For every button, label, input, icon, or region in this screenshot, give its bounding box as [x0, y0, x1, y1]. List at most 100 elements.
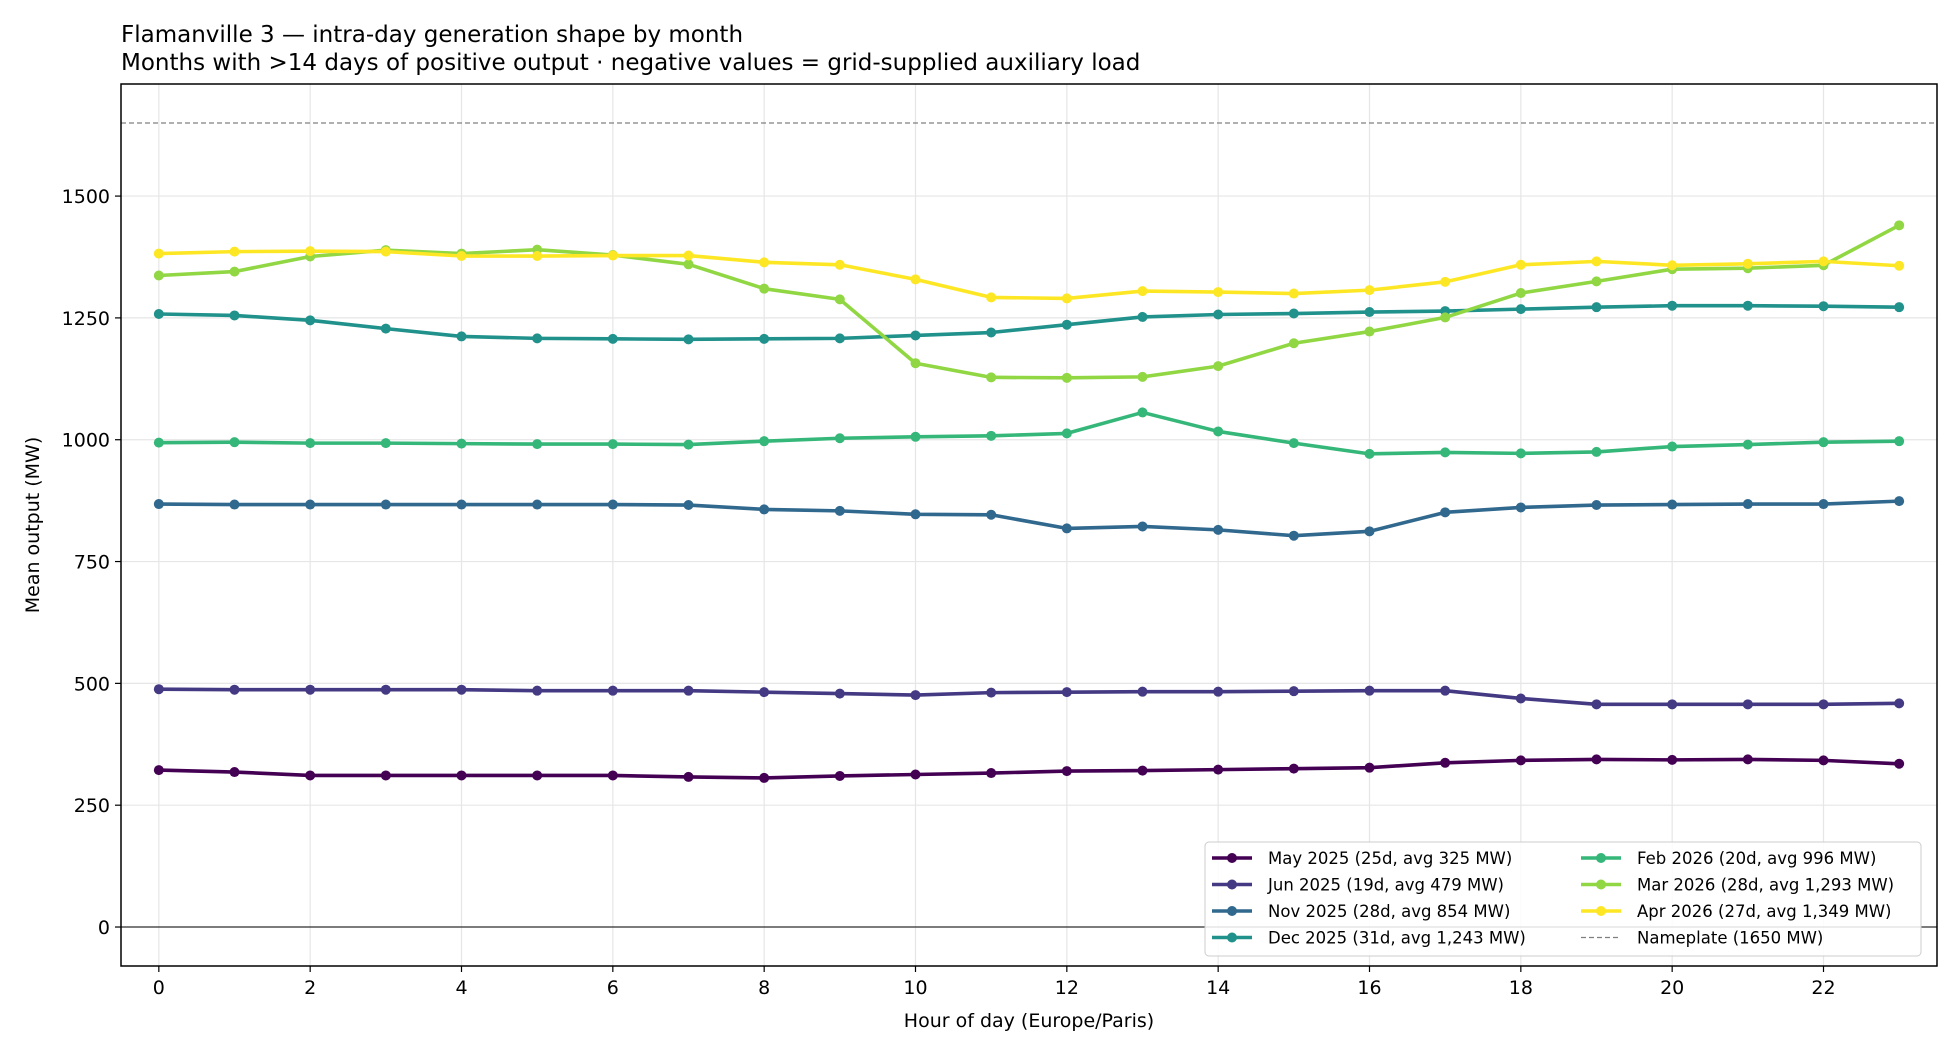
x-tick-label: 22 — [1811, 977, 1835, 999]
data-point — [986, 768, 997, 779]
data-point — [1364, 307, 1375, 318]
data-point — [1894, 302, 1905, 313]
data-point — [986, 430, 997, 441]
data-point — [986, 509, 997, 520]
series-5 — [153, 220, 1905, 383]
data-point — [683, 250, 694, 261]
data-point — [1137, 686, 1148, 697]
data-point — [380, 323, 391, 334]
data-point — [1667, 699, 1678, 710]
y-tick-label: 1000 — [62, 430, 110, 452]
data-point — [834, 259, 845, 270]
data-point — [683, 439, 694, 450]
data-point — [1440, 447, 1451, 458]
data-point — [532, 439, 543, 450]
legend-box — [1204, 841, 1922, 957]
data-point — [1818, 699, 1829, 710]
data-point — [1591, 256, 1602, 267]
data-point — [1818, 499, 1829, 510]
data-point — [834, 505, 845, 516]
data-point — [759, 436, 770, 447]
x-tick-label: 10 — [903, 977, 927, 999]
data-point — [1137, 765, 1148, 776]
legend: May 2025 (25d, avg 325 MW) Jun 2025 (19d,… — [1204, 841, 1922, 957]
x-tick-label: 14 — [1206, 977, 1230, 999]
x-tick-label: 2 — [304, 977, 316, 999]
x-tick-label: 12 — [1055, 977, 1079, 999]
legend-label: Jun 2025 (19d, avg 479 MW) — [1267, 876, 1504, 895]
data-point — [1591, 500, 1602, 511]
data-point — [1288, 308, 1299, 319]
data-point — [1061, 293, 1072, 304]
data-point — [305, 315, 316, 326]
data-point — [1440, 757, 1451, 768]
data-point — [1894, 758, 1905, 769]
data-point — [1288, 338, 1299, 349]
data-point — [1288, 530, 1299, 541]
data-point — [759, 504, 770, 515]
chart-title: Flamanville 3 — intra-day generation sha… — [121, 22, 743, 48]
data-point — [1894, 496, 1905, 507]
data-point — [305, 770, 316, 781]
data-point — [1667, 260, 1678, 271]
data-point — [532, 333, 543, 344]
data-point — [683, 334, 694, 345]
data-point — [1515, 288, 1526, 299]
data-point — [910, 690, 921, 701]
data-point — [1742, 699, 1753, 710]
x-axis-label: Hour of day (Europe/Paris) — [904, 1010, 1154, 1032]
y-tick-label: 1500 — [62, 186, 110, 208]
data-point — [1667, 499, 1678, 510]
data-point — [759, 333, 770, 344]
series-layer — [153, 220, 1905, 783]
data-point — [759, 772, 770, 783]
data-point — [153, 437, 164, 448]
data-point — [759, 687, 770, 698]
legend-marker — [1227, 906, 1237, 916]
data-point — [683, 771, 694, 782]
data-point — [1061, 523, 1072, 534]
data-point — [1515, 755, 1526, 766]
data-point — [1364, 448, 1375, 459]
data-point — [1364, 526, 1375, 537]
data-point — [456, 251, 467, 262]
data-point — [1742, 499, 1753, 510]
data-point — [1213, 764, 1224, 775]
data-point — [229, 266, 240, 277]
data-point — [910, 358, 921, 369]
series-line — [157, 410, 1901, 456]
y-tick-label: 250 — [74, 795, 110, 817]
data-point — [229, 767, 240, 778]
data-point — [1288, 763, 1299, 774]
data-point — [532, 685, 543, 696]
data-point — [456, 499, 467, 510]
series-line — [157, 757, 1901, 780]
data-point — [305, 438, 316, 449]
legend-marker — [1596, 853, 1606, 863]
data-point — [153, 765, 164, 776]
data-point — [1364, 326, 1375, 337]
data-point — [1742, 754, 1753, 765]
data-point — [1061, 766, 1072, 777]
data-point — [1137, 371, 1148, 382]
series-line — [157, 303, 1901, 342]
legend-entry: Feb 2026 (20d, avg 996 MW) — [1581, 849, 1876, 868]
data-point — [1591, 446, 1602, 457]
data-point — [1742, 300, 1753, 311]
data-point — [229, 246, 240, 257]
data-point — [1894, 260, 1905, 271]
data-point — [759, 283, 770, 294]
data-point — [1061, 687, 1072, 698]
data-point — [1061, 372, 1072, 383]
data-point — [1440, 312, 1451, 323]
data-point — [759, 257, 770, 268]
data-point — [1364, 762, 1375, 773]
y-axis-label: Mean output (MW) — [22, 437, 44, 614]
data-point — [380, 770, 391, 781]
series-6 — [153, 246, 1905, 304]
data-point — [1591, 754, 1602, 765]
legend-label: Mar 2026 (28d, avg 1,293 MW) — [1637, 876, 1894, 895]
y-tick-label: 750 — [74, 552, 110, 574]
data-point — [1515, 693, 1526, 704]
data-point — [1667, 300, 1678, 311]
